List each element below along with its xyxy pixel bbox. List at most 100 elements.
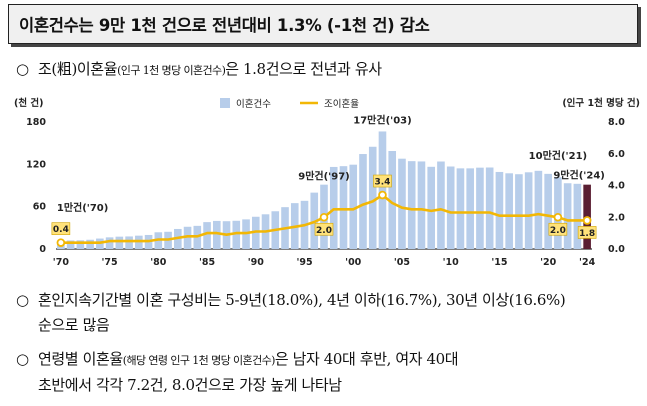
bar-2002 <box>368 146 377 249</box>
line-marker-2003 <box>378 190 387 200</box>
bullet-age: ○ 연령별 이혼율(해당 연령 인구 1천 명당 이혼건수)은 남자 40대 후반… <box>16 348 459 369</box>
bar-2022 <box>563 183 572 249</box>
bullet1-post: 은 1.8건으로 전년과 유사 <box>225 60 382 78</box>
right-tick-label: 2.0 <box>608 212 625 223</box>
x-tick-label: '15 <box>491 257 507 268</box>
legend-bar-label: 이혼건수 <box>236 98 271 110</box>
bullet-marker: ○ <box>16 60 29 78</box>
x-tick-label: '75 <box>102 257 118 268</box>
bar-2015 <box>495 171 504 249</box>
right-tick-label: 6.0 <box>608 149 625 160</box>
bar-2008 <box>427 166 436 249</box>
bar-2017 <box>515 174 523 249</box>
bar-2006 <box>407 161 416 249</box>
x-tick-label: '10 <box>443 257 460 268</box>
bar-annotation-2024: 9만건('24) <box>553 169 604 182</box>
right-axis-label: (인구 1천 명당 건) <box>562 97 640 109</box>
line-label-2024: 1.8 <box>579 229 595 239</box>
right-tick-label: 0.0 <box>608 244 625 255</box>
bullet1-note: (인구 1천 명당 이혼건수) <box>117 64 226 77</box>
headline-title: 이혼건수는 9만 1천 건으로 전년대비 1.3% (-1천 건) 감소 <box>19 16 430 35</box>
bullet1-pre: 조(粗)이혼율 <box>38 60 118 78</box>
x-tick-label: '20 <box>540 257 557 268</box>
bar-1998 <box>329 166 338 249</box>
left-tick-label: 60 <box>33 202 47 213</box>
bar-annotation-2021: 10만건('21) <box>529 149 587 162</box>
bullet-marker: ○ <box>16 291 29 309</box>
line-label-box-2021 <box>548 222 568 236</box>
bullet3-post: 은 남자 40대 후반, 여자 40대 <box>274 350 459 368</box>
bar-1990 <box>251 216 260 249</box>
bar-2018 <box>524 172 533 249</box>
bar-2003 <box>378 131 387 249</box>
bar-2010 <box>446 166 455 249</box>
bar-1986 <box>212 220 221 249</box>
bar-1977 <box>125 236 133 249</box>
headline-box: 이혼건수는 9만 1천 건으로 전년대비 1.3% (-1천 건) 감소 <box>8 4 638 44</box>
line-label-box-2003 <box>373 174 392 188</box>
bar-2001 <box>359 154 367 249</box>
x-tick-label: '95 <box>296 257 312 268</box>
bar-2012 <box>466 168 474 249</box>
bar-2020 <box>544 173 552 249</box>
bar-1999 <box>339 166 348 249</box>
bar-2014 <box>485 167 494 249</box>
bar-1988 <box>232 220 241 249</box>
x-tick-label: '00 <box>345 257 362 268</box>
bar-1975 <box>105 237 114 249</box>
bullet3-pre: 연령별 이혼율 <box>38 350 123 368</box>
bar-2005 <box>398 158 406 249</box>
x-tick-label: '80 <box>150 257 167 268</box>
bar-1983 <box>183 226 192 249</box>
bullet-marker: ○ <box>16 350 29 368</box>
bullet-duration: ○ 혼인지속기간별 이혼 구성비는 5-9년(18.0%), 4년 이하(16.7… <box>16 289 566 310</box>
legend-bar-swatch <box>220 98 230 108</box>
bar-annotation-2003: 17만건('03) <box>353 113 411 126</box>
bullet-crude-divorce-rate: ○ 조(粗)이혼율(인구 1천 명당 이혼건수)은 1.8건으로 전년과 유사 <box>16 58 382 79</box>
legend-line-label: 조이혼율 <box>324 98 359 110</box>
left-tick-label: 180 <box>26 117 46 128</box>
bar-2011 <box>456 168 465 249</box>
bar-2009 <box>437 161 445 249</box>
right-tick-label: 8.0 <box>608 117 625 128</box>
bar-2019 <box>534 170 543 249</box>
x-tick-label: '70 <box>53 257 70 268</box>
divorce-chart: (천 건) (인구 1천 명당 건) 0 60 120 180 0.0 2.0 4.0 6.0 8.… <box>14 97 640 268</box>
bar-2000 <box>349 164 358 249</box>
line-label-box-1970 <box>51 222 71 235</box>
bullet2-line1: 혼인지속기간별 이혼 구성비는 5-9년(18.0%), 4년 이하(16.7%… <box>38 291 566 309</box>
line-label-2003: 3.4 <box>374 178 390 188</box>
bullet3-note: (해당 연령 인구 1천 명당 이혼건수) <box>122 354 276 367</box>
left-tick-label: 0 <box>39 244 46 255</box>
line-label-1970: 0.4 <box>53 225 69 235</box>
left-axis-label: (천 건) <box>14 97 43 109</box>
bar-2023 <box>573 183 582 249</box>
line-marker-1997 <box>319 212 329 222</box>
x-tick-label: '85 <box>199 257 215 268</box>
bar-1976 <box>115 236 124 249</box>
bar-annotation-1997: 9만건('97) <box>298 170 349 183</box>
right-tick-label: 4.0 <box>608 181 625 192</box>
x-tick-label: '05 <box>394 257 410 268</box>
bar-2004 <box>388 150 397 249</box>
line-label-box-2024 <box>577 226 597 239</box>
bar-2016 <box>505 173 513 249</box>
bar-1971 <box>66 240 75 249</box>
bar-2013 <box>476 167 484 249</box>
line-marker-1970 <box>56 238 66 247</box>
bar-1972 <box>76 240 85 249</box>
line-marker-2024 <box>582 216 592 225</box>
bullet2-line2: 순으로 많음 <box>38 316 110 334</box>
bar-annotation-1970: 1만건('70) <box>57 201 108 214</box>
bar-1985 <box>203 222 211 249</box>
line-marker-2021 <box>553 212 563 222</box>
bar-2007 <box>417 161 426 249</box>
bar-1973 <box>86 239 94 249</box>
x-tick-label: '90 <box>248 257 265 268</box>
bullet3-line2: 초반에서 각각 7.2건, 8.0건으로 가장 높게 나타남 <box>38 376 342 394</box>
x-tick-label: '24 <box>579 257 596 268</box>
line-label-box-1997 <box>314 222 334 236</box>
left-tick-label: 120 <box>26 159 46 170</box>
line-label-2021: 2.0 <box>550 226 566 236</box>
line-label-1997: 2.0 <box>316 226 332 236</box>
